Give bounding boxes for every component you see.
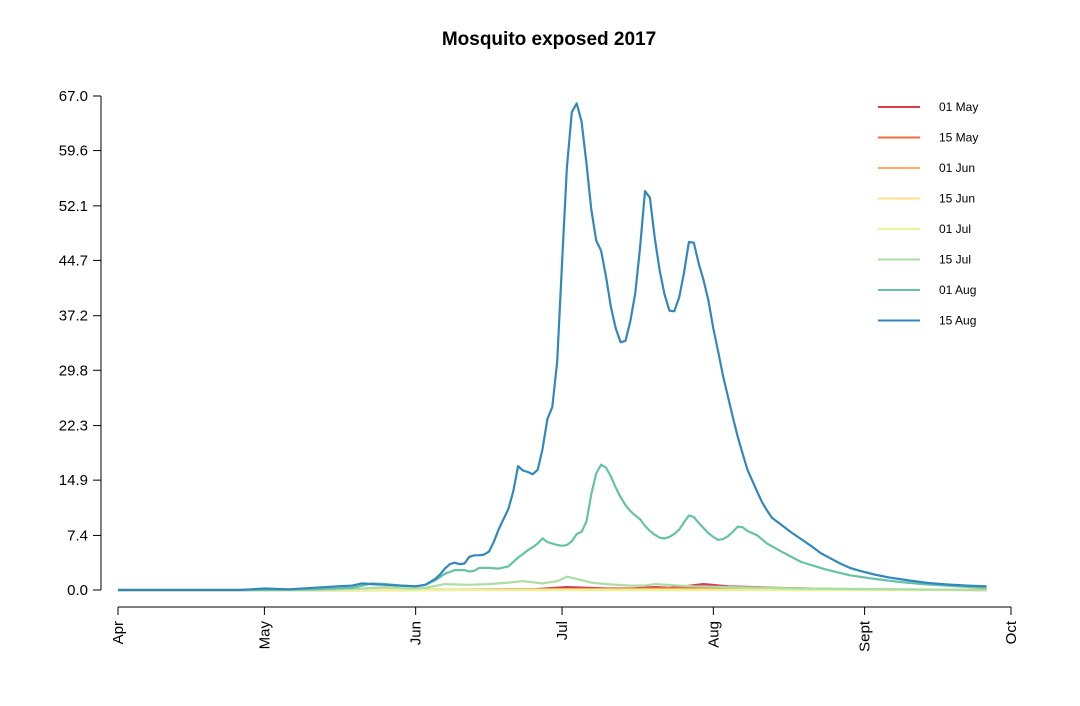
series-line [118, 575, 987, 592]
x-axis: Apr May Jun Jul Aug Sept Oct [110, 606, 1020, 652]
y-tick-label: 67.0 [59, 88, 88, 105]
y-tick-label: 14.9 [59, 472, 88, 489]
series-line [118, 102, 987, 592]
x-tick-label: May [256, 621, 273, 650]
legend-label: 01 May [939, 100, 978, 114]
legend-label: 15 May [939, 131, 978, 145]
x-tick-label: Apr [110, 621, 127, 644]
y-axis: 0.0 7.4 14.9 22.3 29.8 37.2 44.7 52.1 59.6 67.0 [59, 88, 102, 599]
series-layer [118, 102, 987, 592]
y-tick-label: 22.3 [59, 418, 88, 435]
y-tick-label: 37.2 [59, 308, 88, 325]
legend-label: 01 Jul [939, 222, 971, 236]
y-tick-label: 0.0 [67, 582, 88, 599]
x-tick-label: Oct [1003, 620, 1020, 644]
legend-label: 01 Aug [939, 283, 976, 297]
series-line [118, 463, 987, 592]
legend: 01 May 15 May 01 Jun 15 Jun 01 Jul 15 Jul 01 A… [878, 100, 978, 328]
x-tick-label: Jun [408, 621, 425, 645]
x-tick-label: Jul [554, 621, 571, 640]
legend-label: 01 Jun [939, 161, 975, 175]
y-tick-label: 29.8 [59, 362, 88, 379]
x-tick-label: Aug [705, 621, 722, 648]
y-tick-label: 7.4 [67, 527, 88, 544]
legend-label: 15 Jul [939, 253, 971, 267]
legend-label: 15 Jun [939, 192, 975, 206]
y-tick-label: 59.6 [59, 143, 88, 160]
y-tick-label: 44.7 [59, 252, 88, 269]
legend-label: 15 Aug [939, 314, 976, 328]
chart-title: Mosquito exposed 2017 [442, 29, 656, 50]
y-tick-label: 52.1 [59, 198, 88, 215]
x-tick-label: Sept [857, 620, 874, 652]
